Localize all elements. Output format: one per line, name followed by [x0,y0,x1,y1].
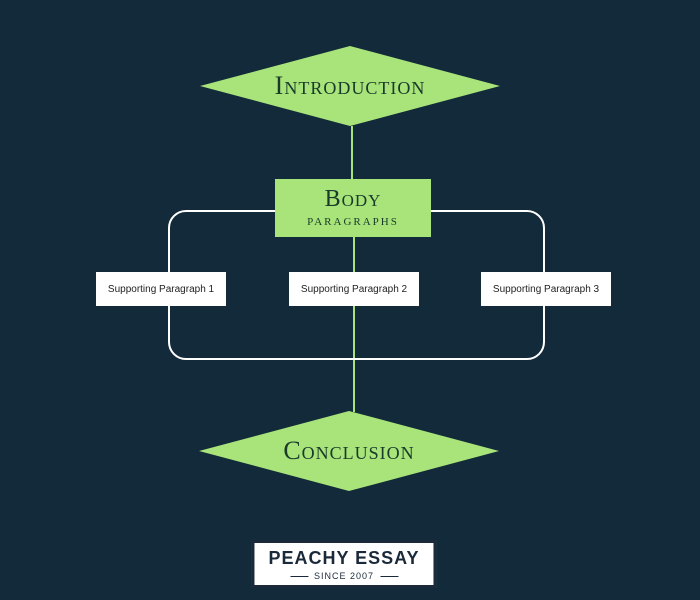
support-3: Supporting Paragraph 3 [481,272,611,306]
brand-logo: PEACHY ESSAY SINCE 2007 [251,540,436,588]
support-1: Supporting Paragraph 1 [96,272,226,306]
support-1-label: Supporting Paragraph 1 [108,284,214,295]
logo-sub-wrap: SINCE 2007 [290,571,398,581]
body-title: Body [325,186,382,213]
logo-sub-text: SINCE 2007 [314,571,374,581]
body-node: Body paragraphs [275,179,431,237]
intro-label: Introduction [275,71,426,101]
conclusion-node: Conclusion [199,411,499,491]
connector-intro-body [351,126,353,180]
support-2: Supporting Paragraph 2 [289,272,419,306]
body-subtitle: paragraphs [307,213,399,230]
support-2-label: Supporting Paragraph 2 [301,284,407,295]
intro-node: Introduction [200,46,500,126]
logo-main-text: PEACHY ESSAY [268,549,419,567]
logo-line-left [290,576,308,577]
logo-line-right [380,576,398,577]
connector-frame-conclusion [353,360,355,412]
diagram-canvas: Introduction Body paragraphs Supporting … [0,0,700,600]
conclusion-label: Conclusion [283,436,414,466]
support-3-label: Supporting Paragraph 3 [493,284,599,295]
